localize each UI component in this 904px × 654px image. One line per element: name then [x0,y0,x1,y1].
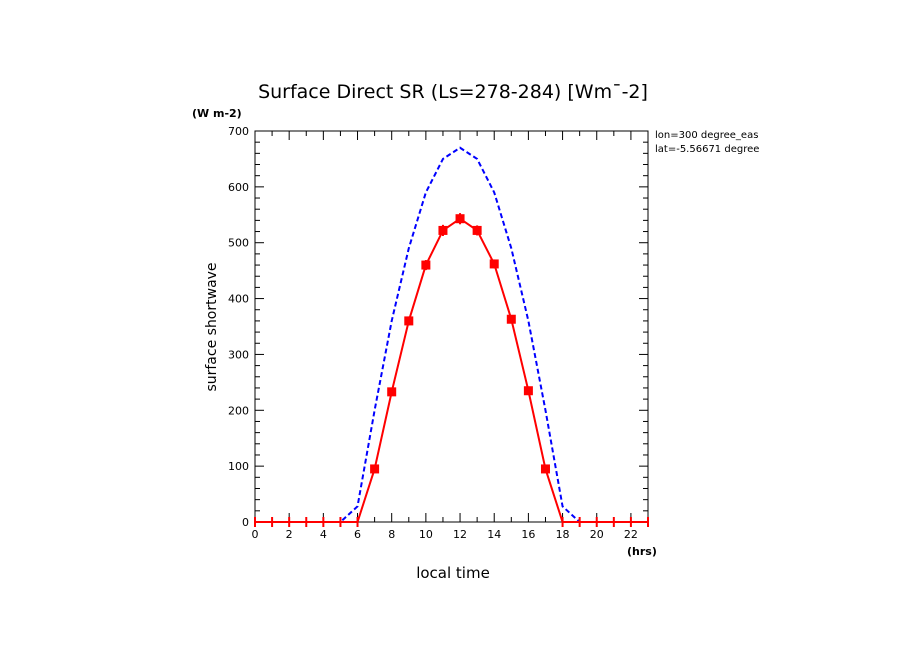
data-point [421,260,431,270]
chart-title: Surface Direct SR (Ls=278-284) [Wm¯-2] [258,81,648,103]
data-point [404,316,414,326]
y-tick-label: 600 [228,181,249,194]
x-tick-label: 4 [320,528,327,541]
x-tick-label: 16 [521,528,535,541]
data-point [455,214,465,224]
y-tick-label: 0 [242,516,249,529]
plot-area: 0 2 4 6 8 10 12 14 16 18 20 22 0 100 200 300 400 500 600 70… [228,125,649,541]
y-tick-label: 300 [228,348,249,361]
y-axis-label: surface shortwave [204,262,220,391]
x-tick-label: 18 [556,528,570,541]
x-tick-label: 0 [252,528,259,541]
data-point [506,314,516,324]
data-point [540,464,550,474]
y-tick-label: 500 [228,237,249,250]
y-tick-label: 100 [228,460,249,473]
y-unit-label: (W m-2) [192,107,242,120]
data-point [438,225,448,235]
data-point [387,387,397,397]
annotation-lat: lat=-5.56671 degree [655,144,759,155]
x-tick-label: 8 [388,528,395,541]
x-unit-label: (hrs) [627,545,657,558]
y-tick-label: 400 [228,293,249,306]
x-tick-label: 12 [453,528,467,541]
x-tick-label: 10 [419,528,433,541]
y-tick-label: 700 [228,125,249,138]
x-tick-label: 14 [487,528,501,541]
data-point [523,386,533,396]
x-axis-label: local time [416,564,490,582]
y-tick-label: 200 [228,404,249,417]
data-point [472,225,482,235]
x-tick-label: 2 [286,528,293,541]
x-tick-label: 22 [624,528,638,541]
data-point [489,259,499,269]
data-point [370,464,380,474]
plot-frame [254,130,649,523]
annotation-lon: lon=300 degree_eas [655,130,758,141]
series-line-2 [255,217,648,523]
x-tick-label: 6 [354,528,361,541]
x-tick-label: 20 [590,528,604,541]
series-line-1 [255,146,648,523]
